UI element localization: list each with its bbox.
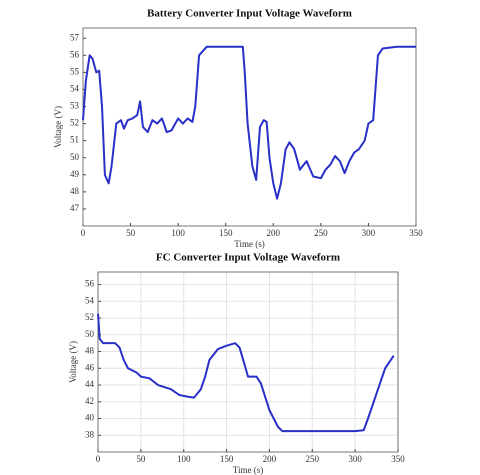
x-tick-label: 150 [219,228,233,238]
y-tick-label: 54 [70,84,80,94]
y-tick-label: 55 [70,66,80,76]
x-tick-label: 100 [177,454,191,464]
y-tick-label: 42 [85,396,94,406]
x-tick-label: 350 [391,454,405,464]
y-tick-label: 47 [70,203,80,213]
y-tick-label: 56 [70,49,80,59]
x-tick-label: 300 [348,454,362,464]
y-tick-label: 52 [70,118,79,128]
x-tick-label: 50 [136,454,146,464]
x-axis-label: Time (s) [234,239,264,249]
chart-title: FC Converter Input Voltage Waveform [156,252,340,264]
data-line [82,45,416,200]
y-tick-label: 53 [70,101,80,111]
y-tick-label: 46 [85,362,95,372]
x-tick-label: 350 [409,228,423,238]
chart-title: Battery Converter Input Voltage Waveform [147,8,352,20]
x-tick-label: 200 [267,228,281,238]
y-tick-label: 51 [70,135,79,145]
y-tick-label: 44 [85,379,95,389]
y-tick-label: 52 [85,312,94,322]
y-tick-label: 49 [70,169,80,179]
y-tick-label: 48 [70,186,80,196]
y-tick-label: 40 [85,413,95,423]
y-tick-label: 57 [70,32,80,42]
data-line [97,313,395,433]
y-tick-label: 48 [85,346,95,356]
y-tick-label: 50 [85,329,95,339]
y-axis-label: Voltage (V) [53,106,63,148]
y-tick-label: 56 [85,279,95,289]
x-tick-label: 150 [220,454,234,464]
plot-frame [97,271,399,453]
x-tick-label: 250 [306,454,320,464]
x-tick-label: 0 [96,454,101,464]
x-tick-label: 200 [263,454,277,464]
x-axis-label: Time (s) [233,465,263,475]
x-tick-label: 250 [314,228,328,238]
x-tick-label: 50 [126,228,136,238]
x-tick-label: 300 [362,228,376,238]
y-tick-label: 38 [85,429,95,439]
x-tick-label: 100 [171,228,185,238]
y-tick-label: 54 [85,295,95,305]
y-axis-label: Voltage (V) [68,341,78,383]
x-tick-label: 0 [81,228,86,238]
y-tick-label: 50 [70,152,80,162]
plot-frame [82,27,417,227]
